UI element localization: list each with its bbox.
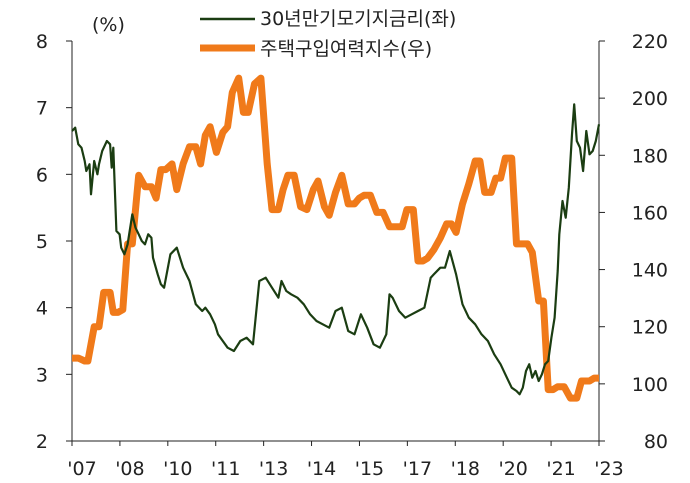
x-tick-label: '08 bbox=[115, 458, 144, 480]
series-layer bbox=[71, 74, 601, 402]
x-axis-ticks: '07 '08 '10 '11 '13 '14 '15 '17 '18 '20 '21 '23 bbox=[67, 441, 624, 480]
right-tick-label: 140 bbox=[632, 260, 668, 282]
left-tick-label: 4 bbox=[36, 298, 48, 320]
x-tick-label: '20 bbox=[498, 458, 527, 480]
legend: 30년만기모기지금리(좌) 주택구입여력지수(우) bbox=[200, 8, 456, 60]
series-line-mortgage-rate bbox=[71, 103, 601, 396]
right-tick-label: 200 bbox=[632, 88, 668, 110]
x-tick-label: '23 bbox=[594, 458, 623, 480]
legend-label-affordability: 주택구입여력지수(우) bbox=[260, 38, 432, 60]
right-axis-ticks: 80 100 120 140 160 180 200 220 bbox=[599, 31, 668, 453]
x-tick-label: '18 bbox=[451, 458, 480, 480]
right-tick-label: 220 bbox=[632, 31, 668, 53]
legend-label-rate: 30년만기모기지금리(좌) bbox=[260, 8, 456, 30]
left-tick-label: 8 bbox=[36, 31, 48, 53]
x-tick-label: '10 bbox=[163, 458, 192, 480]
right-tick-label: 180 bbox=[632, 145, 668, 167]
x-tick-label: '14 bbox=[307, 458, 336, 480]
right-tick-label: 100 bbox=[632, 374, 668, 396]
right-tick-label: 160 bbox=[632, 202, 668, 224]
x-tick-label: '13 bbox=[259, 458, 288, 480]
right-tick-label: 80 bbox=[644, 431, 668, 453]
series-line-affordability bbox=[72, 74, 599, 402]
x-tick-label: '07 bbox=[67, 458, 96, 480]
x-tick-label: '11 bbox=[211, 458, 240, 480]
left-axis-ticks: 2 3 4 5 6 7 8 bbox=[36, 31, 72, 453]
left-tick-label: 5 bbox=[36, 231, 48, 253]
right-tick-label: 120 bbox=[632, 317, 668, 339]
left-tick-label: 6 bbox=[36, 164, 48, 186]
left-tick-label: 7 bbox=[36, 98, 48, 120]
left-tick-label: 2 bbox=[36, 431, 48, 453]
left-axis-unit-label: (%) bbox=[92, 14, 125, 36]
x-tick-label: '21 bbox=[546, 458, 575, 480]
left-tick-label: 3 bbox=[36, 364, 48, 386]
x-tick-label: '17 bbox=[403, 458, 432, 480]
x-tick-label: '15 bbox=[355, 458, 384, 480]
